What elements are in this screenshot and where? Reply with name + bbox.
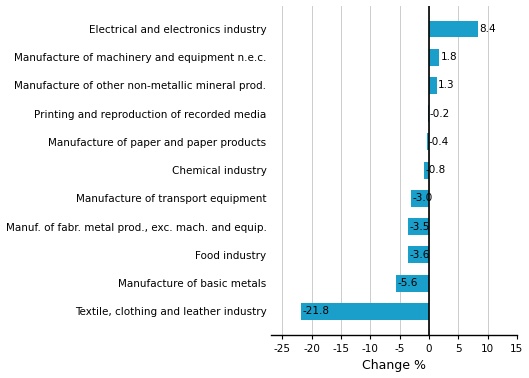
Text: -3.6: -3.6 xyxy=(409,250,430,260)
Bar xyxy=(301,303,429,320)
Text: 1.3: 1.3 xyxy=(438,81,454,90)
Bar xyxy=(429,20,478,37)
Text: -0.2: -0.2 xyxy=(429,109,450,119)
Bar xyxy=(408,246,429,263)
Bar xyxy=(428,105,429,122)
Bar xyxy=(429,77,436,94)
Text: -0.8: -0.8 xyxy=(426,165,446,175)
Text: 8.4: 8.4 xyxy=(480,24,496,34)
Bar xyxy=(424,162,429,179)
Bar xyxy=(396,275,429,292)
Bar xyxy=(411,190,429,207)
X-axis label: Change %: Change % xyxy=(362,359,426,372)
Bar xyxy=(426,133,429,150)
Bar xyxy=(429,49,440,66)
Text: -21.8: -21.8 xyxy=(303,307,330,316)
Text: -3.5: -3.5 xyxy=(410,222,430,232)
Text: -5.6: -5.6 xyxy=(397,278,418,288)
Text: -3.0: -3.0 xyxy=(413,194,433,203)
Bar xyxy=(408,218,429,235)
Text: 1.8: 1.8 xyxy=(441,52,458,62)
Text: -0.4: -0.4 xyxy=(428,137,448,147)
